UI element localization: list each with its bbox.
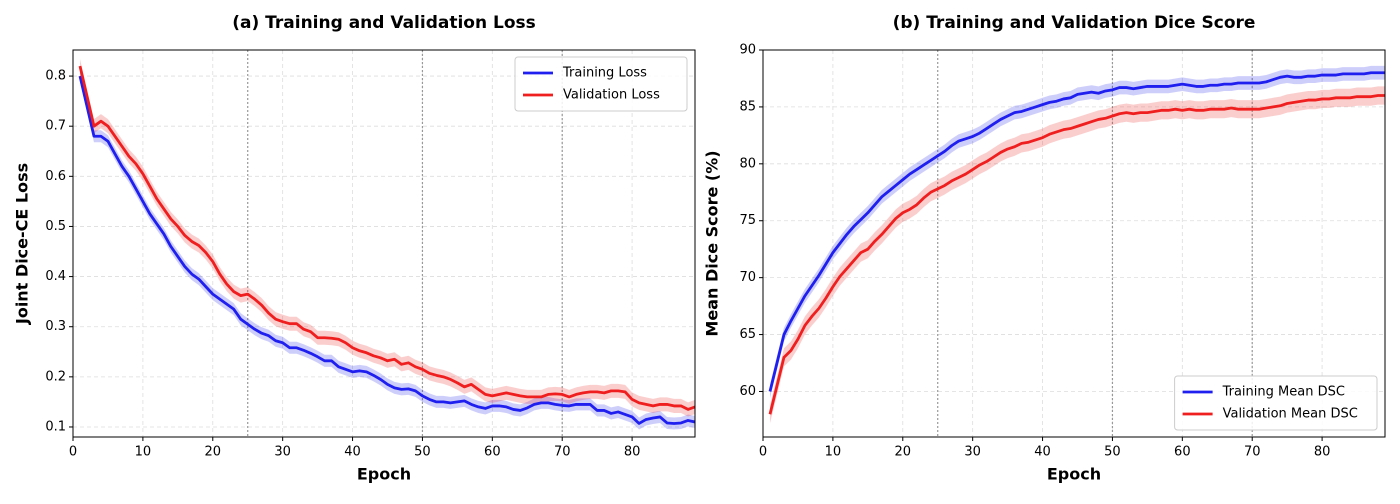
legend-box: [1174, 375, 1378, 431]
line: [78, 65, 695, 411]
x-tick-label: 50: [414, 445, 431, 460]
line: [78, 75, 695, 425]
chart-title: (a) Training and Validation Loss: [232, 13, 536, 33]
x-tick-label: 80: [1314, 445, 1331, 460]
x-tick-label: 40: [344, 445, 361, 460]
x-tick-label: 60: [484, 445, 501, 460]
legend-label: Validation Mean DSC: [1223, 407, 1358, 422]
x-tick-label: 30: [274, 445, 291, 460]
line: [768, 71, 1385, 392]
x-axis-label: Epoch: [357, 465, 411, 484]
x-tick-label: 80: [624, 445, 641, 460]
x-tick-label: 60: [1174, 445, 1191, 460]
band: [769, 65, 1385, 399]
x-tick-label: 70: [554, 445, 571, 460]
legend-label: Training Loss: [562, 66, 647, 81]
plot-area: [768, 65, 1385, 424]
x-tick-label: 70: [1244, 445, 1261, 460]
y-tick-label: 0.5: [45, 219, 66, 234]
legend-label: Validation Loss: [563, 88, 660, 103]
y-tick-label: 0.2: [45, 369, 66, 384]
x-tick-label: 0: [759, 445, 767, 460]
legend-box: [514, 56, 688, 112]
y-tick-label: 0.6: [45, 169, 66, 184]
x-axis-label: Epoch: [1047, 465, 1101, 484]
y-tick-label: 75: [739, 213, 756, 228]
axes-frame: [72, 49, 696, 438]
x-tick-label: 20: [205, 445, 222, 460]
legend-label: Training Mean DSC: [1222, 385, 1345, 400]
x-tick-label: 50: [1104, 445, 1121, 460]
y-tick-label: 0.8: [45, 69, 66, 84]
plot-area: [78, 59, 695, 430]
y-axis-label: Mean Dice Score (%): [703, 150, 722, 336]
y-tick-label: 0.7: [45, 119, 66, 134]
y-tick-label: 80: [739, 156, 756, 171]
y-tick-label: 65: [739, 327, 756, 342]
x-tick-label: 10: [135, 445, 152, 460]
y-tick-label: 0.1: [45, 419, 66, 434]
y-tick-label: 0.4: [45, 269, 66, 284]
x-tick-label: 20: [895, 445, 912, 460]
band: [79, 59, 695, 417]
y-tick-label: 70: [739, 270, 756, 285]
y-tick-label: 0.3: [45, 319, 66, 334]
y-tick-label: 85: [739, 99, 756, 114]
chart-title: (b) Training and Validation Dice Score: [893, 13, 1256, 33]
y-tick-label: 60: [739, 384, 756, 399]
line: [768, 94, 1385, 415]
y-tick-label: 90: [739, 43, 756, 58]
x-tick-label: 30: [964, 445, 981, 460]
axes-frame: [762, 49, 1386, 438]
y-axis-label: Joint Dice-CE Loss: [13, 163, 32, 325]
x-tick-label: 0: [69, 445, 77, 460]
band: [769, 86, 1385, 424]
x-tick-label: 10: [825, 445, 842, 460]
x-tick-label: 40: [1034, 445, 1051, 460]
